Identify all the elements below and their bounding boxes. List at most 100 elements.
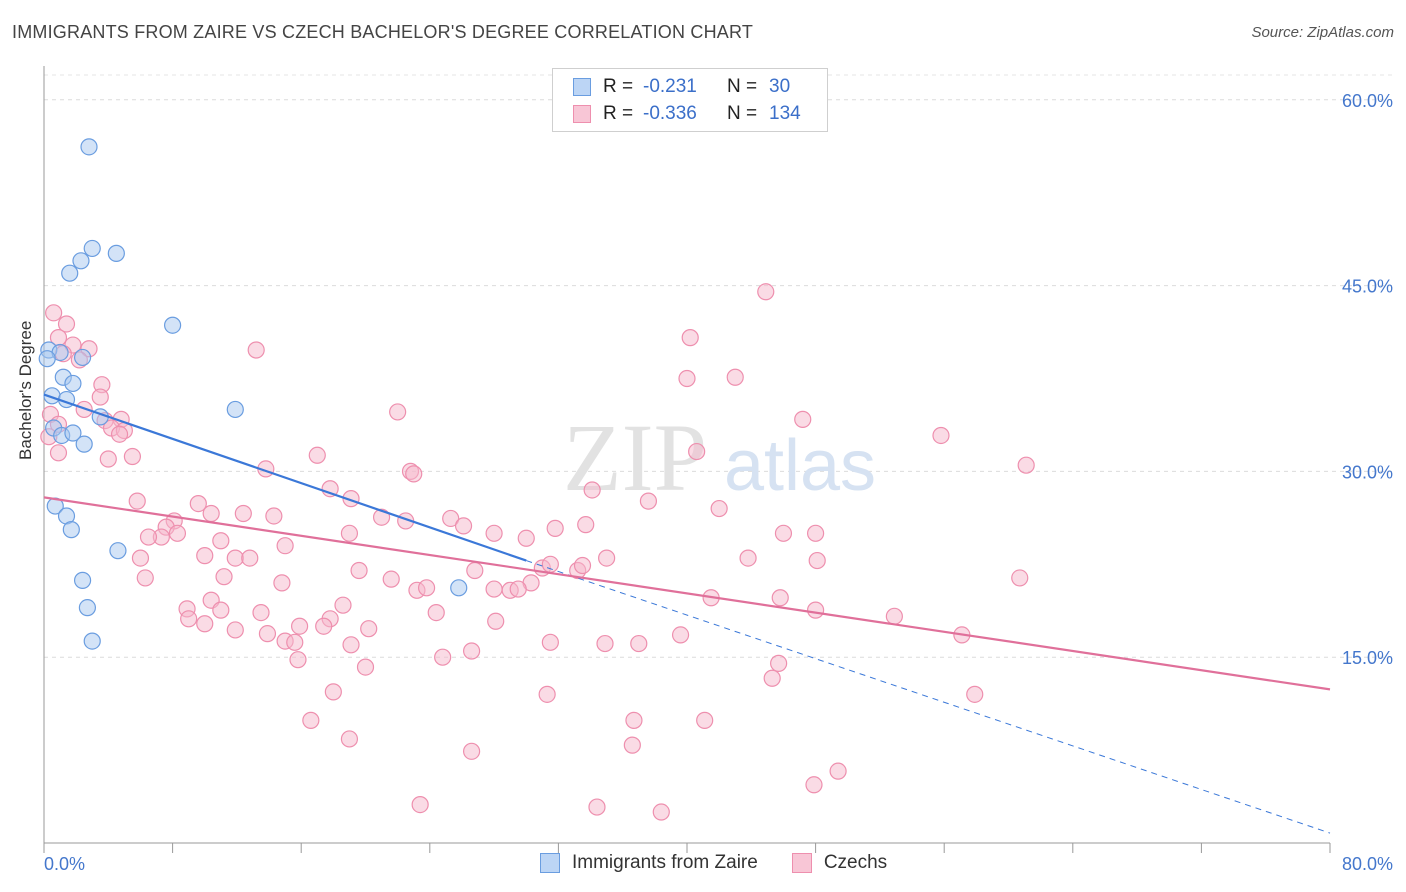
zaire-point [62, 521, 80, 539]
zaire-trend-line [43, 393, 527, 562]
legend-row-zaire: R = -0.231 N = 30 [573, 75, 790, 99]
zaire-point [226, 400, 244, 419]
czechs-point [517, 529, 535, 547]
czechs-point [794, 410, 812, 428]
zaire-legend-label: Immigrants from Zaire [572, 852, 758, 873]
n-value: 30 [769, 76, 791, 97]
czechs-point [340, 524, 359, 542]
czechs-point [350, 561, 368, 580]
czechs-point [442, 509, 460, 528]
zaire-point [450, 579, 468, 597]
zaire-point [72, 252, 90, 270]
y-tick-label: 45.0% [1342, 277, 1393, 297]
czechs-legend-swatch [791, 853, 812, 873]
czechs-point [671, 626, 690, 644]
czechs-point [389, 403, 407, 421]
czechs-point [196, 547, 214, 565]
zaire-point [64, 374, 82, 393]
czechs-point [342, 636, 360, 654]
y-tick-labels: 15.0% 30.0% 45.0% 60.0% [1342, 91, 1393, 668]
zaire-legend-swatch [540, 853, 560, 873]
r-label: R = [603, 76, 634, 97]
czechs-point [128, 492, 146, 510]
y-axis-label: Bachelor's Degree [16, 320, 35, 460]
czechs-point [625, 711, 643, 729]
chart-title: IMMIGRANTS FROM ZAIRE VS CZECH BACHELOR'… [12, 22, 754, 42]
czechs-point [286, 633, 304, 651]
czechs-point [212, 601, 230, 619]
zaire-point [78, 599, 97, 617]
czechs-point [123, 447, 142, 466]
czechs-point [763, 669, 781, 687]
czechs-point [829, 762, 847, 780]
grid-lines [44, 74, 1392, 658]
czechs-point [139, 528, 158, 546]
czechs-point [710, 499, 728, 518]
czechs-point [541, 555, 559, 573]
czechs-point [45, 304, 63, 322]
czechs-point [131, 549, 150, 567]
czechs-point [258, 625, 277, 643]
czechs-point [290, 617, 309, 635]
zaire-point [164, 316, 182, 334]
czechs-point [688, 442, 706, 461]
r-value: -0.336 [643, 103, 697, 124]
zaire-point [83, 239, 101, 258]
czechs-point [966, 685, 984, 703]
czechs-point [681, 329, 699, 347]
zaire-point [80, 138, 98, 156]
zaire-point [75, 435, 93, 453]
czechs-point [247, 341, 265, 359]
czechs-point [726, 368, 744, 386]
legend-item-zaire: Immigrants from Zaire [540, 852, 758, 874]
czechs-point [212, 532, 230, 550]
axes [43, 66, 1331, 853]
zaire-swatch [573, 78, 591, 96]
trend-lines [43, 393, 1331, 834]
czechs-point [1011, 569, 1029, 587]
source-label: Source: ZipAtlas.com [1251, 24, 1394, 41]
czechs-point [808, 551, 826, 570]
czechs-point [226, 549, 244, 567]
czechs-point [91, 388, 109, 406]
czechs-point [485, 524, 503, 542]
czechs-point [588, 798, 606, 816]
czechs-point [577, 516, 595, 534]
czechs-point [382, 570, 400, 588]
czechs-point [427, 603, 445, 622]
czechs-point [805, 776, 823, 794]
legend-row-czechs: R = -0.336 N = 134 [573, 102, 801, 126]
czechs-point [189, 494, 207, 513]
zaire-trend-extension [526, 560, 1331, 834]
czechs-point [215, 568, 233, 586]
legend-item-czechs: Czechs [791, 852, 888, 874]
watermark-atlas: atlas [724, 426, 876, 506]
r-label: R = [603, 103, 634, 124]
czechs-point [770, 654, 788, 672]
czechs-point [598, 549, 616, 567]
czechs-point [49, 444, 68, 462]
czechs-point [276, 537, 294, 555]
czechs-point [57, 315, 76, 333]
czechs-points [40, 283, 1035, 821]
zaire-point [38, 350, 56, 368]
watermark-zip: ZIP [563, 404, 707, 511]
czechs-point [538, 685, 556, 703]
czechs-point [308, 446, 326, 464]
czechs-point [356, 658, 375, 676]
czechs-point [462, 742, 481, 760]
czechs-point [334, 596, 352, 614]
zaire-point [73, 571, 92, 589]
czechs-point [168, 524, 187, 542]
czechs-point [774, 524, 793, 542]
czechs-point [485, 580, 503, 598]
czechs-legend-label: Czechs [823, 852, 888, 873]
x-tick-label: 0.0% [44, 854, 85, 874]
x-tick-labels: 0.0% 80.0% [44, 854, 1393, 874]
czechs-point [340, 730, 359, 748]
czechs-point [241, 549, 259, 567]
zaire-point [83, 632, 101, 650]
correlation-legend: R = -0.231 N = 30 R = -0.336 N = 134 [552, 68, 828, 132]
y-tick-label: 60.0% [1342, 91, 1393, 111]
series-legend: Immigrants from Zaire Czechs [540, 852, 921, 874]
